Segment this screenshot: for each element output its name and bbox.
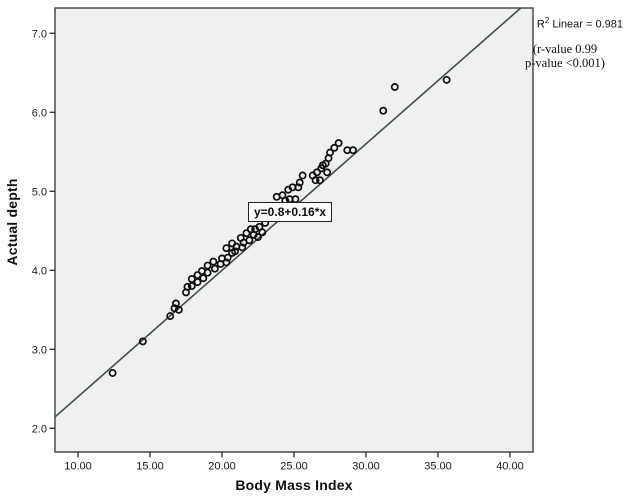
data-point bbox=[349, 146, 357, 155]
data-point bbox=[238, 243, 247, 252]
equation-box: y=0.8+0.16*x bbox=[248, 202, 333, 222]
data-point bbox=[187, 282, 196, 291]
data-point bbox=[174, 305, 183, 314]
data-point bbox=[166, 312, 175, 321]
data-point bbox=[108, 369, 117, 377]
data-point bbox=[442, 75, 451, 84]
data-point bbox=[170, 304, 179, 313]
y-tick-label: 3.0 bbox=[32, 344, 47, 356]
data-point bbox=[315, 176, 324, 185]
y-tick-label: 6.0 bbox=[32, 107, 47, 119]
x-tick-label: 40.00 bbox=[496, 461, 524, 473]
y-tick-label: 4.0 bbox=[32, 265, 47, 277]
data-point bbox=[294, 183, 303, 192]
r-squared-value: Linear = 0.981 bbox=[549, 18, 623, 31]
data-point bbox=[199, 274, 208, 283]
data-point bbox=[171, 299, 180, 308]
r-value-line: (r-value 0.99 bbox=[532, 42, 598, 56]
data-point bbox=[193, 278, 202, 287]
data-point bbox=[187, 275, 196, 283]
data-point bbox=[298, 171, 307, 180]
x-axis-label: Body Mass Index bbox=[235, 477, 353, 493]
p-value-line: p-value <0.001) bbox=[525, 56, 605, 70]
data-point bbox=[222, 258, 231, 267]
data-point bbox=[183, 282, 192, 291]
y-tick-label: 5.0 bbox=[32, 186, 47, 198]
r-squared-superscript: 2 bbox=[544, 16, 550, 25]
data-point bbox=[326, 148, 334, 157]
r-squared-annotation: R2 Linear = 0.981 bbox=[537, 16, 623, 31]
data-point bbox=[138, 337, 147, 346]
y-tick-label: 2.0 bbox=[32, 423, 47, 435]
data-point bbox=[210, 264, 219, 273]
data-point bbox=[390, 83, 399, 91]
data-point bbox=[379, 106, 388, 115]
plot-area-background bbox=[54, 7, 534, 453]
x-tick-label: 20.00 bbox=[208, 461, 236, 473]
data-point bbox=[203, 261, 212, 270]
x-tick-label: 35.00 bbox=[424, 461, 452, 473]
y-axis-label: Actual depth bbox=[4, 178, 20, 266]
data-point bbox=[231, 247, 239, 256]
data-point bbox=[330, 143, 339, 152]
x-tick-label: 10.00 bbox=[64, 461, 92, 473]
x-tick-label: 25.00 bbox=[280, 461, 308, 473]
data-point bbox=[223, 253, 232, 262]
data-point bbox=[209, 257, 218, 266]
data-point bbox=[193, 271, 202, 279]
data-point bbox=[313, 168, 321, 177]
data-point bbox=[258, 228, 267, 237]
data-point bbox=[334, 139, 343, 148]
x-tick-label: 15.00 bbox=[136, 461, 164, 473]
data-point bbox=[311, 176, 320, 185]
data-point bbox=[323, 168, 332, 177]
data-point bbox=[242, 229, 251, 238]
data-point bbox=[245, 236, 254, 245]
data-point bbox=[295, 178, 304, 187]
y-tick-label: 7.0 bbox=[32, 28, 47, 40]
r-squared-prefix: R bbox=[536, 18, 545, 31]
data-point bbox=[203, 268, 212, 277]
stats-annotation: (r-value 0.99 p-value <0.001) bbox=[509, 42, 621, 70]
data-point bbox=[222, 244, 231, 253]
x-tick-label: 30.00 bbox=[352, 461, 380, 473]
data-point bbox=[254, 233, 262, 242]
